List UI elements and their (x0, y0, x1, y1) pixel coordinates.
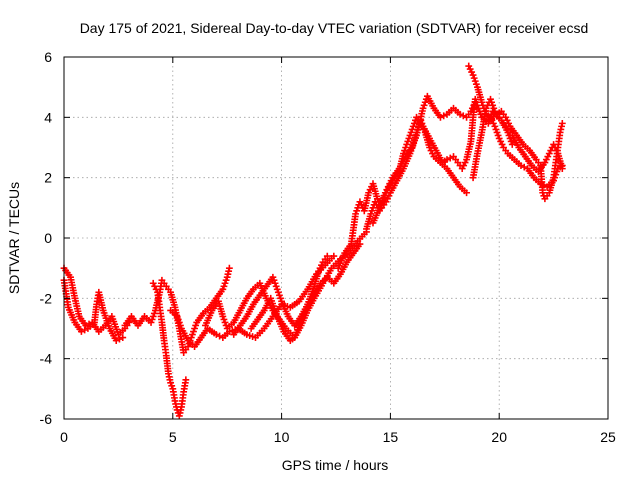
data-point (81, 326, 89, 334)
series-arc-13 (469, 95, 566, 182)
axis-ticks (63, 56, 609, 420)
data-point (463, 189, 470, 197)
x-tick-label: 10 (274, 429, 290, 445)
data-point (440, 112, 448, 120)
series-arc-14 (484, 107, 566, 203)
y-tick-label: -4 (40, 351, 53, 367)
x-tick-labels: 0 5 10 15 20 25 (60, 429, 616, 445)
data-point (116, 335, 123, 343)
data-point (225, 264, 233, 272)
x-tick-label: 25 (600, 429, 616, 445)
data-point (182, 376, 190, 384)
series-arc-2 (60, 276, 127, 344)
series-arc-6 (202, 228, 370, 341)
y-tick-label: 6 (44, 49, 52, 65)
series-arc-4 (149, 279, 190, 420)
grid-lines (64, 57, 608, 419)
data-point (119, 334, 127, 341)
series-arc-3 (121, 264, 233, 357)
y-tick-label: -6 (40, 411, 53, 427)
y-tick-label: 4 (44, 109, 52, 125)
x-tick-label: 5 (169, 429, 177, 445)
y-tick-labels: -6 -4 -2 0 2 4 6 (40, 49, 53, 427)
data-point (356, 240, 364, 248)
y-tick-label: -2 (40, 290, 53, 306)
x-tick-label: 0 (60, 429, 68, 445)
data-point (459, 112, 467, 120)
chart-title: Day 175 of 2021, Sidereal Day-to-day VTE… (80, 20, 589, 36)
x-tick-label: 20 (491, 429, 507, 445)
x-axis-label: GPS time / hours (282, 457, 389, 473)
x-tick-label: 15 (383, 429, 399, 445)
y-axis-label: SDTVAR / TECUs (6, 182, 22, 294)
data-point (330, 252, 338, 260)
data-point (323, 252, 331, 260)
series-arc-8 (247, 252, 331, 344)
data-point (558, 165, 566, 173)
y-tick-label: 2 (44, 170, 52, 186)
data-series (60, 62, 566, 420)
data-point (558, 119, 566, 127)
data-point (520, 163, 528, 171)
y-tick-label: 0 (44, 230, 52, 246)
